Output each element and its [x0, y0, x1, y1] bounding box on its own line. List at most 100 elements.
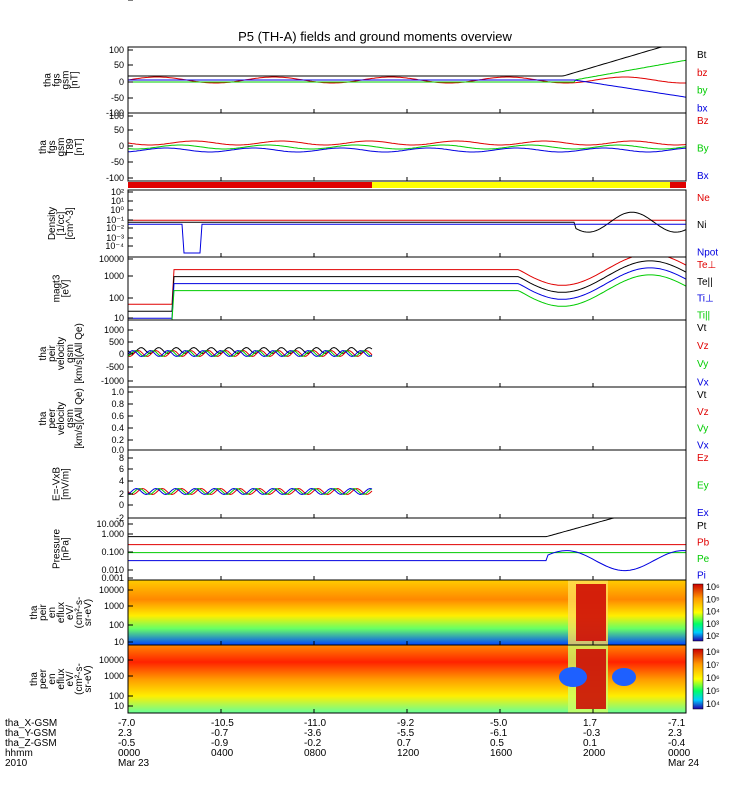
y-tick-label: 100 [109, 620, 124, 630]
y-tick-label: 0.8 [111, 399, 124, 409]
y-axis-label-line: velocity [56, 337, 67, 370]
y-tick-label: -500 [106, 362, 124, 372]
panel-frame [127, 386, 687, 451]
y-tick-label: 0 [119, 349, 124, 359]
y-axis-label-line: gsm [65, 344, 76, 363]
footer-column: -10.5 -0.7 -0.9 0400 [211, 718, 234, 759]
y-axis-label-line: eV/ [65, 671, 76, 686]
footer-row-labels: tha_X-GSM tha_Y-GSM tha_Z-GSM hhmm 2010 [5, 718, 58, 769]
y-tick-label: 10000 [99, 655, 124, 665]
panel-frame [127, 517, 687, 581]
legend-Ne: Ne [697, 193, 710, 204]
y-axis-label-line: fgs [52, 73, 63, 86]
y-axis-label-line: gsm [56, 138, 67, 157]
legend-bx: bx [697, 103, 708, 114]
y-axis-label-line: [1/cc] [56, 211, 67, 235]
legend-Bt: Bt [697, 50, 707, 61]
colorbar-label: 10⁷ [706, 660, 719, 670]
legend-Vz: Vz [697, 341, 709, 352]
heatmap-core [576, 584, 606, 641]
y-tick-label: 100 [109, 293, 124, 303]
y-tick-label: -50 [111, 157, 124, 167]
legend-by: by [697, 86, 708, 97]
y-tick-label: 1.000 [101, 529, 124, 539]
y-axis-label: thapeerenefluxeV/(cm²-s-sr-eV) [29, 663, 94, 695]
legend-Vy: Vy [697, 424, 708, 435]
y-tick-label: -2 [116, 513, 124, 523]
legend-Npot: Npot [697, 247, 718, 258]
mode-bar-yellow [372, 182, 670, 188]
y-tick-label: 10000 [99, 585, 124, 595]
y-tick-label: 0 [119, 141, 124, 151]
series-Pi [128, 550, 687, 572]
y-tick-label: 1000 [104, 671, 124, 681]
footer-column: -11.0 -3.6 -0.2 0800 [304, 718, 327, 759]
colorbar-label: 10⁵ [706, 594, 720, 604]
y-axis-label-line: eflux [56, 602, 67, 623]
colorbar-label: 10⁴ [706, 699, 720, 709]
y-tick-label: 1000 [104, 271, 124, 281]
series-Vz [127, 349, 373, 358]
series-bz [127, 76, 686, 84]
y-axis-label-line: E=-VxB [52, 467, 63, 502]
y-tick-label: 0.001 [101, 573, 124, 583]
y-axis-label-line: (cm²-s- [74, 663, 85, 695]
y-axis-label-line: (cm²-s- [74, 597, 85, 629]
y-axis-label-line: tha [38, 140, 49, 154]
panel-frame [127, 319, 687, 388]
y-tick-label: 10 [114, 637, 124, 647]
y-axis-label-line: peir [47, 344, 58, 361]
series-Te⊥ [128, 256, 687, 305]
series-Npot [128, 223, 686, 254]
series-Te|| [128, 260, 687, 312]
colorbar-label: 10⁵ [706, 686, 720, 696]
panel-9: 10⁶ 10⁵ 10⁴ 10³ 10² 10000 1000 100 10 thapeirenef… [29, 579, 720, 647]
y-tick-label: 10⁻¹ [106, 215, 124, 225]
series-Ey [127, 487, 373, 496]
y-axis-label-line: Pressure [52, 529, 63, 569]
legend-Vx: Vx [697, 377, 709, 388]
legend-Te⊥: Te⊥ [697, 260, 716, 271]
footer-column: -7.1 2.3 -0.4 0000 Mar 24 [668, 718, 700, 769]
legend-Bx: Bx [697, 171, 709, 182]
panel-frame [127, 112, 687, 182]
y-tick-label: -50 [111, 93, 124, 103]
colorbar-label: 10⁶ [706, 673, 720, 683]
y-tick-label: 0 [119, 77, 124, 87]
footer-column: 1.7 -0.3 0.1 2000 [583, 718, 606, 759]
legend-Pt: Pt [697, 521, 707, 532]
panel-frame [127, 449, 687, 519]
y-axis-label-line: peer [47, 408, 58, 429]
y-tick-label: 10² [111, 187, 124, 197]
panel-2: Bz By Bx 100 50 0 -50 -100 thafgsgsmT89[nT] [38, 111, 709, 183]
y-axis-label-line: gsm [61, 71, 72, 90]
y-tick-label: 10 [114, 701, 124, 711]
legend-Bz: Bz [697, 116, 709, 127]
y-tick-label: -100 [106, 173, 124, 183]
legend-Te||: Te|| [697, 277, 713, 288]
series-Bt [128, 46, 686, 77]
y-axis-label-line: sr-eV) [83, 599, 94, 626]
y-axis-label-line: [km/s](All Qe) [74, 388, 85, 449]
y-tick-label: 10.000 [96, 519, 124, 529]
y-axis-label-line: peir [38, 603, 49, 620]
y-axis-label: Pressure[nPa] [52, 529, 72, 569]
y-axis-label-line: magt3 [52, 274, 63, 302]
panel-6: Vt Vz Vy Vx 1.0 0.8 0.6 0.4 0.20.0 thapeervelocit… [38, 386, 709, 455]
y-axis-label-line: T89 [65, 138, 76, 156]
legend-Ey: Ey [697, 481, 709, 492]
legend-By: By [697, 144, 709, 155]
y-axis-label: E=-VxB[mV/m] [52, 467, 72, 502]
y-tick-label: 8 [119, 453, 124, 463]
y-axis-label-line: en [47, 673, 58, 684]
figure-title: P5 (TH-A) fields and ground moments over… [238, 29, 512, 44]
series-by [128, 59, 687, 83]
y-axis-label: thafgsgsmT89[nT] [38, 138, 85, 157]
y-tick-label: 100 [109, 45, 124, 55]
series-Ti|| [128, 274, 687, 321]
y-axis-label: thapeervelocitygsm[km/s](All Qe) [38, 388, 85, 449]
colorbar [692, 648, 704, 710]
